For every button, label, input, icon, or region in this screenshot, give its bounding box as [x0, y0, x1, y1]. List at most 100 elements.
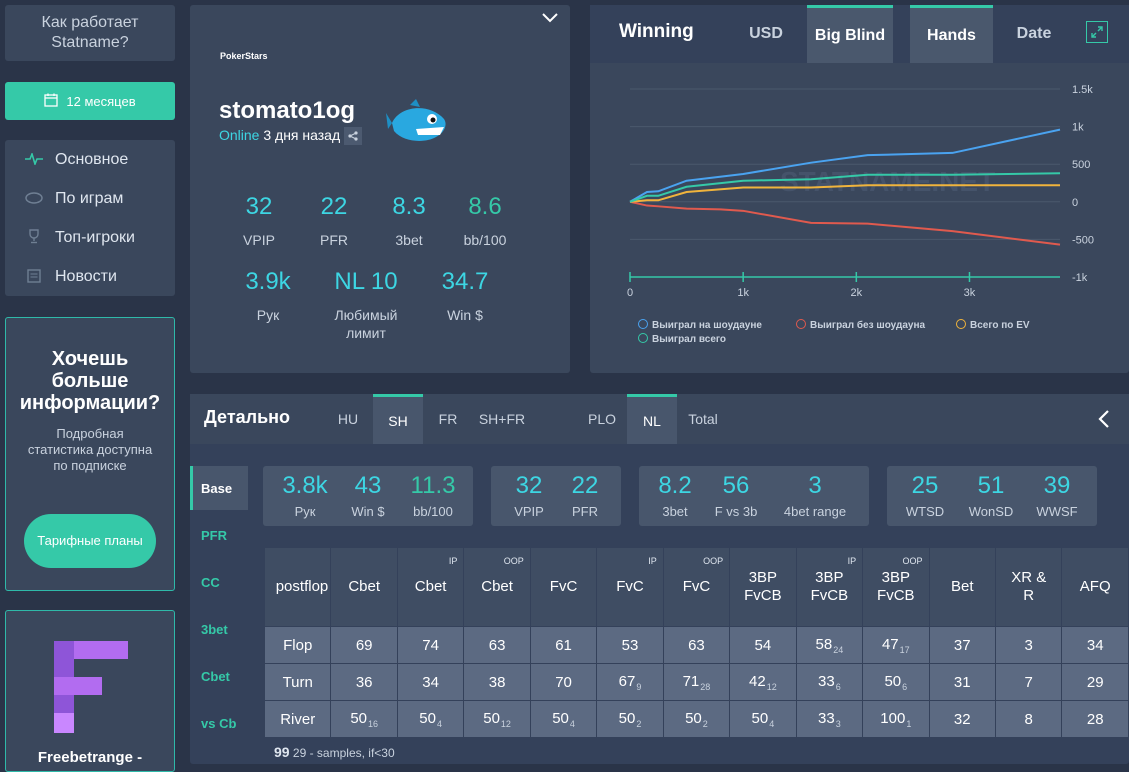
cell-value: 70	[555, 673, 572, 691]
cell-value: 37	[953, 636, 971, 654]
sample-count: 2	[702, 718, 708, 729]
how-it-works-link[interactable]: Как работает Statname?	[5, 5, 175, 61]
table-cell: 70	[529, 663, 598, 701]
sample-count: 12	[500, 718, 511, 729]
player-name: stomato1og	[219, 97, 356, 124]
tab-hu[interactable]: HU	[337, 411, 359, 427]
y-tick-label: 1.5k	[1072, 84, 1093, 96]
sidebar-item-games[interactable]: По играм	[5, 180, 175, 218]
sidebar-item-top-players[interactable]: Топ-игроки	[5, 219, 175, 257]
freebetrange-ad[interactable]: Freebetrange -	[5, 610, 175, 772]
header-label: XR & R	[1011, 569, 1047, 604]
legend-item-total[interactable]: Выиграл всего	[638, 333, 726, 345]
series-line-3	[629, 172, 1061, 203]
postflop-header-cell: FvC	[529, 547, 598, 627]
pricing-plans-button[interactable]: Тарифные планы	[24, 514, 156, 568]
stat-box-preflop: 32 VPIP 22 PFR	[491, 466, 621, 526]
share-icon[interactable]	[344, 127, 362, 145]
cell-value: 31	[953, 673, 971, 691]
series-line-1	[629, 200, 1061, 246]
tab-hands[interactable]: Hands	[910, 5, 993, 63]
chevron-down-icon[interactable]	[542, 11, 558, 29]
cell-value: 38	[488, 673, 506, 691]
stat-vpip: 32 VPIP	[243, 193, 275, 248]
table-cell: 4212	[729, 663, 797, 701]
news-icon	[23, 268, 45, 286]
cell-value: 67	[618, 672, 636, 690]
cell-value: 50	[884, 672, 902, 690]
cell-value: 34	[1086, 636, 1104, 654]
table-cell: 34	[1061, 626, 1129, 664]
sidebar-item-main[interactable]: Основное	[5, 141, 175, 179]
header-label: Cbet	[481, 578, 513, 595]
piranha-avatar-icon	[386, 99, 446, 141]
detail-title: Детально	[204, 407, 291, 427]
cell-value: 29	[1086, 673, 1104, 691]
sidebar-nav: Основное По играм Топ-игроки Новости	[5, 140, 175, 296]
postflop-header-cell: AFQ	[1061, 547, 1129, 627]
samples-footnote: 99 29 - samples, if<30	[274, 744, 395, 760]
sample-count: 2	[636, 718, 642, 729]
position-tag: IP	[648, 556, 657, 566]
table-cell: 69	[330, 626, 398, 664]
sidebar-item-news[interactable]: Новости	[5, 258, 175, 296]
legend-item-non-showdown[interactable]: Выиграл без шоудауна	[796, 319, 925, 331]
table-cell: 336	[795, 663, 864, 701]
cell-value: 53	[621, 636, 639, 654]
vtab-pfr[interactable]: PFR	[201, 527, 227, 543]
vtab-vs-cb[interactable]: vs Cb	[201, 715, 237, 731]
chevron-left-icon[interactable]	[1098, 410, 1110, 433]
expand-icon[interactable]	[1086, 21, 1108, 43]
postflop-header-cell: Cbet IP	[396, 547, 465, 627]
position-tag: OOP	[902, 556, 923, 566]
table-cell: 5824	[795, 626, 864, 664]
legend-item-ev[interactable]: Всего по EV	[956, 319, 1030, 331]
box-stat: 51 WonSD	[968, 472, 1014, 519]
vtab-cbet[interactable]: Cbet	[201, 668, 230, 684]
legend-item-showdown[interactable]: Выиграл на шоудауне	[638, 319, 762, 331]
ad-title: Freebetrange -	[37, 749, 143, 766]
tab-big-blind[interactable]: Big Blind	[807, 5, 893, 63]
header-label: FvC	[616, 578, 644, 595]
sample-count: 12	[766, 681, 777, 692]
sample-count: 6	[835, 681, 841, 692]
vtab-cc[interactable]: CC	[201, 574, 220, 590]
cell-value: 63	[688, 636, 705, 654]
stat-hands: 3.9k Рук	[245, 268, 291, 323]
subscription-promo: Хочешь больше информации? Подробная стат…	[5, 317, 175, 591]
header-label: 3BP FvCB	[744, 569, 782, 604]
x-tick-label: 2k	[851, 287, 863, 299]
tab-total[interactable]: Total	[688, 411, 718, 427]
box-stat: 25 WTSD	[905, 472, 945, 519]
vtab-3bet[interactable]: 3bet	[201, 621, 228, 637]
sample-count: 28	[700, 681, 711, 692]
vtab-base[interactable]: Base	[190, 466, 248, 510]
tab-fr[interactable]: FR	[438, 411, 458, 427]
tab-sh-fr[interactable]: SH+FR	[478, 411, 526, 427]
winning-line-chart: STATNAME.NET 1.5k 1k 500 0 -500 -1k 0 1k 2k 3k	[627, 84, 1094, 299]
stat-win-usd: 34.7 Win $	[441, 268, 489, 323]
table-cell: 29	[1061, 663, 1129, 701]
period-button[interactable]: 12 месяцев	[5, 82, 175, 120]
player-status: Online 3 дня назад	[219, 127, 340, 143]
cell-value: 50	[552, 709, 569, 727]
sidebar-item-label: Топ-игроки	[55, 229, 135, 246]
tab-plo[interactable]: PLO	[587, 411, 616, 427]
tab-sh[interactable]: SH	[373, 394, 423, 444]
series-line-0	[629, 128, 1061, 203]
cell-value: 47	[881, 635, 899, 653]
cell-value: 71	[682, 672, 700, 690]
cell-value: 69	[355, 636, 373, 654]
tab-date[interactable]: Date	[1016, 25, 1052, 42]
table-cell: 74	[396, 626, 465, 664]
postflop-header-cell: XR & R	[994, 547, 1063, 627]
box-stat: 56 F vs 3b	[714, 472, 758, 519]
street-label: Flop	[263, 626, 332, 664]
promo-title: Хочешь больше информации?	[19, 348, 161, 414]
table-cell: 504	[729, 700, 797, 738]
tab-usd[interactable]: USD	[749, 25, 783, 42]
tab-nl[interactable]: NL	[627, 394, 677, 444]
table-cell: 63	[662, 626, 731, 664]
table-cell: 53	[596, 626, 664, 664]
sample-count: 24	[833, 644, 844, 655]
